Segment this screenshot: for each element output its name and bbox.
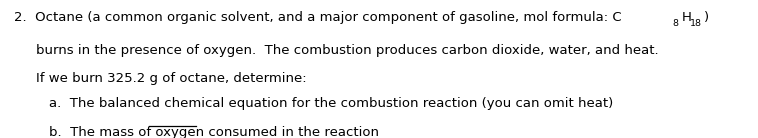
Text: 18: 18 — [690, 19, 702, 28]
Text: burns in the presence of oxygen.  The combustion produces carbon dioxide, water,: burns in the presence of oxygen. The com… — [36, 44, 659, 57]
Text: If we burn 325.2 g of octane, determine:: If we burn 325.2 g of octane, determine: — [36, 72, 307, 85]
Text: ): ) — [704, 11, 709, 24]
Text: a.  The balanced chemical equation for the combustion reaction (you can omit hea: a. The balanced chemical equation for th… — [49, 97, 613, 110]
Text: H: H — [681, 11, 691, 24]
Text: 2.  Octane (a common organic solvent, and a major component of gasoline, mol for: 2. Octane (a common organic solvent, and… — [14, 11, 622, 24]
Text: b.  The mass of oxygen consumed in the reaction: b. The mass of oxygen consumed in the re… — [49, 126, 379, 138]
Text: 8: 8 — [673, 19, 678, 28]
